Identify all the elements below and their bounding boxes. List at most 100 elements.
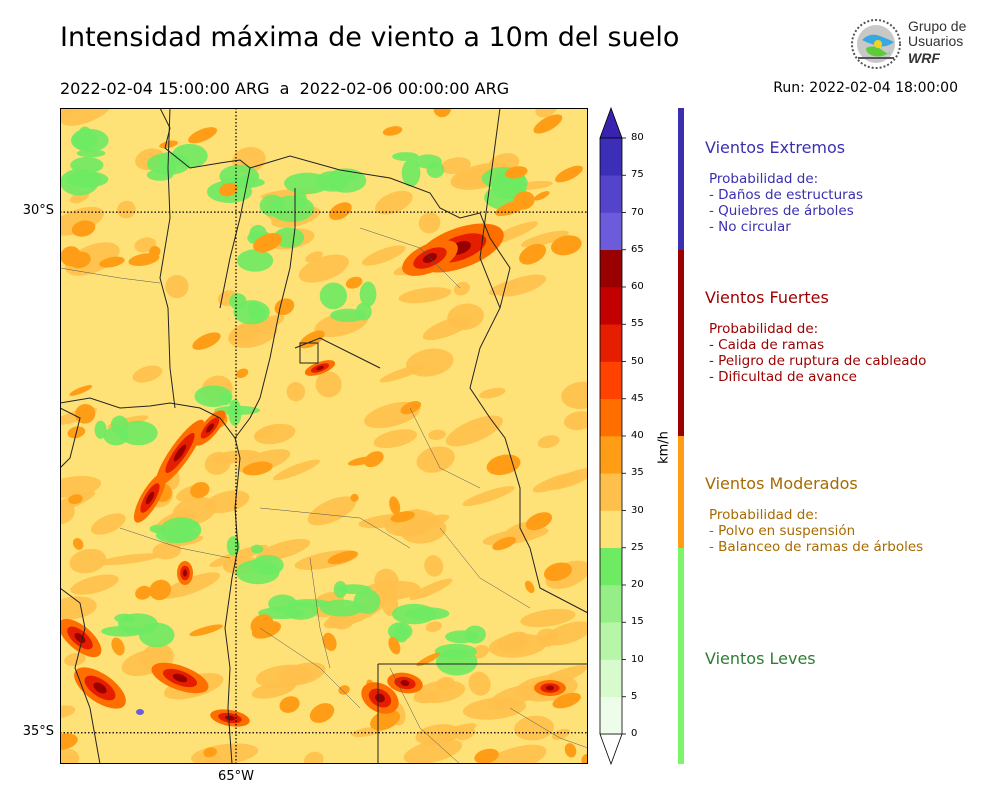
- category-description-line: - Dificultad de avance: [709, 368, 857, 385]
- wind-cell-calm: [250, 544, 264, 554]
- wind-cell-moderate: [520, 608, 576, 628]
- colorbar-tick-label: 55: [631, 318, 644, 330]
- wind-cell-moderate: [152, 542, 182, 560]
- wind-cell-peak: [546, 685, 554, 691]
- longitude-label: 65°W: [218, 769, 254, 784]
- category-description-line: - Caida de ramas: [709, 336, 825, 353]
- colorbar-tick-label: 50: [631, 355, 644, 367]
- wind-cell-moderate-high: [519, 243, 547, 265]
- wind-cell-peak: [74, 632, 86, 644]
- wind-cell-moderate: [456, 726, 476, 741]
- wind-cell-peak: [145, 491, 155, 505]
- wind-cell-moderate: [60, 748, 80, 764]
- wind-cell-moderate: [447, 303, 484, 330]
- wind-cell-moderate: [468, 671, 491, 696]
- wind-cell-extreme: [136, 709, 144, 715]
- colorbar-tick-label: 20: [631, 579, 644, 590]
- wind-cell-moderate-high: [533, 114, 563, 134]
- colorbar-bin: [600, 436, 622, 474]
- wind-cell-moderate: [409, 578, 453, 600]
- wind-cell-moderate: [551, 728, 570, 740]
- wind-cell-moderate: [204, 490, 250, 514]
- colorbar-low-cap: [599, 733, 623, 766]
- wind-cell-moderate: [544, 621, 588, 646]
- colorbar-tick-label: 65: [631, 243, 644, 255]
- colorbar-bin: [600, 361, 622, 400]
- wind-cell-moderate: [60, 108, 116, 126]
- colorbar-tick-label: 80: [631, 132, 644, 143]
- colorbar-tick-label: 30: [631, 504, 644, 516]
- map-frame: [60, 108, 588, 764]
- wind-field-layer: [60, 108, 588, 764]
- department-border: [119, 527, 231, 559]
- category-title: Vientos Leves: [705, 649, 816, 668]
- wind-cell-calm: [146, 169, 174, 181]
- wind-cell-moderate: [298, 254, 349, 283]
- wind-cell-moderate: [483, 744, 547, 764]
- colorbar-bin: [600, 398, 622, 437]
- category-description-line: - Polvo en suspensión: [709, 523, 856, 539]
- wind-cell-moderate-high: [68, 251, 91, 269]
- wind-cell-calm: [118, 613, 158, 635]
- wind-cell-calm: [287, 599, 331, 608]
- globe-logo-icon: [851, 19, 901, 69]
- wind-cell-moderate: [60, 206, 104, 236]
- colorbar-bin: [600, 287, 622, 325]
- wind-cell-moderate: [375, 190, 413, 215]
- wind-cell-moderate-high: [309, 703, 335, 723]
- wind-cell-moderate-high: [474, 748, 499, 764]
- department-border: [359, 227, 461, 289]
- wind-cell-moderate-high: [492, 536, 516, 551]
- department-border: [259, 627, 361, 709]
- wind-cell-moderate: [462, 486, 515, 507]
- wind-cell-moderate: [234, 323, 260, 345]
- colorbar-tick-label: 45: [631, 392, 644, 404]
- wind-cell-calm: [315, 170, 349, 192]
- wind-cell-moderate: [315, 371, 342, 398]
- wind-cell-moderate: [116, 200, 136, 219]
- wind-cell-moderate-high: [111, 637, 125, 656]
- wind-cell-moderate: [445, 415, 503, 447]
- colorbar-bin: [600, 212, 622, 251]
- wind-cell-moderate-high: [71, 220, 96, 237]
- province-border: [159, 108, 588, 614]
- wind-cell-moderate: [373, 429, 418, 449]
- wind-cell-moderate: [414, 680, 466, 704]
- colorbar-tick-label: 40: [631, 430, 644, 441]
- wind-cell-moderate-high: [251, 621, 281, 639]
- wind-cell-moderate-high: [555, 165, 583, 183]
- category-description-line: - Balanceo de ramas de árboles: [709, 539, 924, 555]
- wind-cell-moderate-high: [543, 562, 572, 582]
- wind-cell-moderate: [253, 426, 275, 439]
- wind-cell-moderate: [561, 381, 588, 410]
- wind-cell-calm: [251, 554, 284, 576]
- colorbar-bin: [600, 324, 622, 362]
- wind-cell-moderate-high: [190, 482, 210, 499]
- wind-cell-moderate-high: [253, 232, 282, 253]
- wind-cell-peak: [172, 673, 188, 683]
- wind-cell-moderate-high: [192, 332, 221, 350]
- wind-cell-moderate: [424, 555, 444, 577]
- wind-cell-moderate-high: [149, 246, 161, 257]
- colorbar-tick-label: 25: [631, 541, 644, 553]
- wind-cell-moderate-high: [128, 253, 160, 266]
- wind-cell-moderate-high: [135, 585, 152, 600]
- wind-cell-calm: [110, 415, 129, 434]
- colorbar-bin: [600, 510, 622, 549]
- wind-cell-moderate-high: [504, 166, 528, 179]
- province-border: [479, 108, 501, 309]
- wind-cell-moderate: [255, 664, 313, 688]
- department-border: [509, 707, 588, 749]
- category-description: Probabilidad de: - Polvo en suspensión - B…: [709, 507, 923, 555]
- wind-cell-calm: [155, 527, 198, 544]
- colorbar-bin: [600, 622, 622, 660]
- wind-cell-moderate: [374, 568, 399, 595]
- wind-cell-moderate: [161, 572, 221, 599]
- wind-cell-moderate-high: [69, 385, 93, 396]
- wind-cell-moderate: [165, 274, 189, 299]
- wind-cell-calm: [387, 622, 413, 641]
- province-border: [60, 587, 101, 764]
- wind-cell-moderate: [307, 496, 356, 526]
- wind-cell-moderate-high: [388, 636, 401, 655]
- province-border: [159, 108, 176, 409]
